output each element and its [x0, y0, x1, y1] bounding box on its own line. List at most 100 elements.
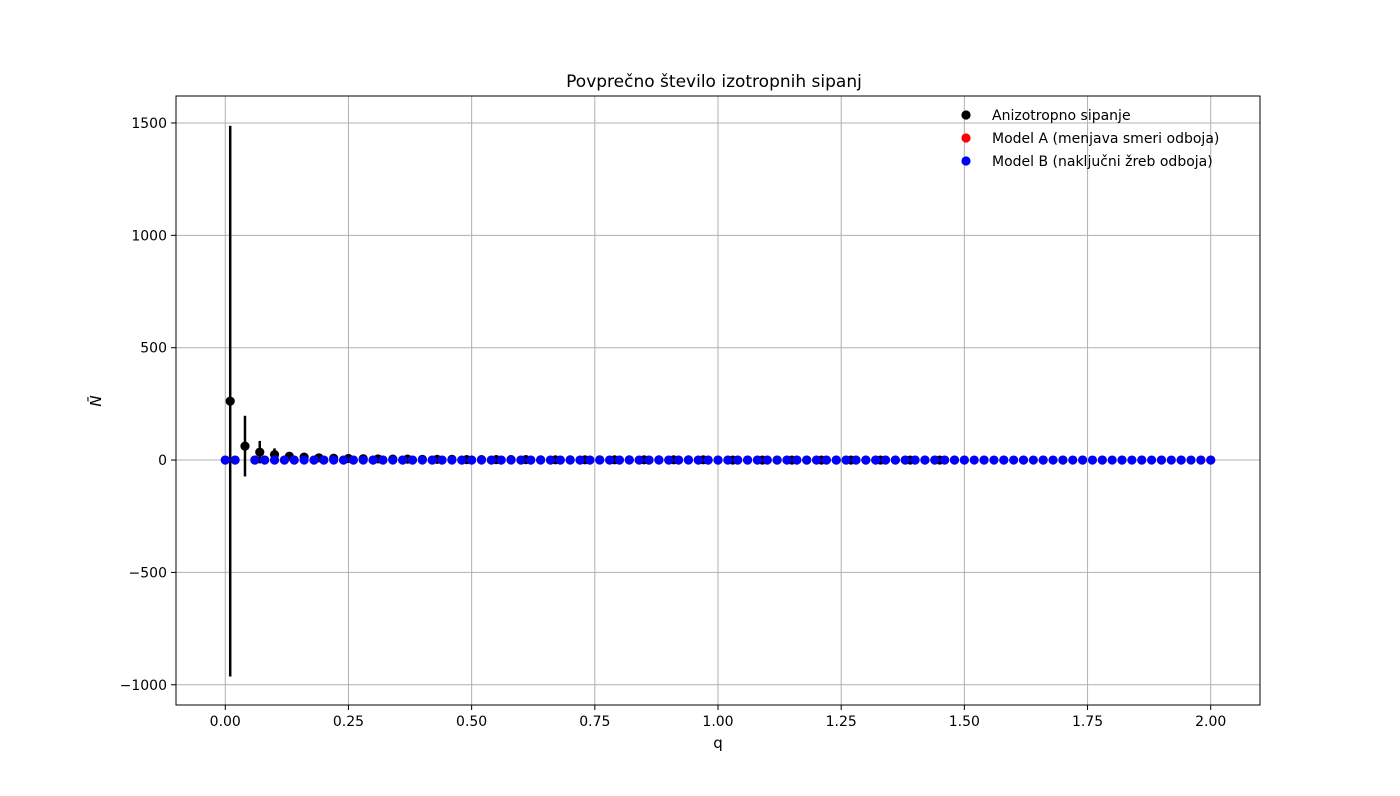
- model-b-point: [664, 455, 674, 465]
- y-tick-label: 1500: [131, 116, 167, 132]
- model-b-point: [289, 455, 299, 465]
- model-b-point: [1166, 455, 1176, 465]
- model-b-point: [486, 455, 496, 465]
- y-tick-label: 1000: [131, 228, 167, 244]
- anizotropno-point: [240, 441, 250, 451]
- model-b-point: [683, 455, 694, 465]
- model-b-point: [644, 455, 654, 465]
- model-b-point: [1176, 455, 1186, 465]
- model-b-point: [673, 455, 684, 465]
- model-b-point: [1087, 455, 1098, 465]
- x-tick-label: 1.00: [702, 714, 733, 730]
- y-tick-label: 500: [140, 341, 167, 357]
- anizotropno-point: [225, 396, 235, 406]
- model-b-point: [861, 455, 871, 465]
- model-b-point: [1107, 455, 1117, 465]
- model-b-point: [930, 455, 940, 465]
- model-b-point: [585, 455, 595, 465]
- anizotropno-point: [255, 447, 265, 457]
- data-layer: [220, 125, 1216, 677]
- model-b-point: [1078, 455, 1088, 465]
- model-b-point: [1058, 455, 1068, 465]
- model-b-point: [1156, 455, 1167, 465]
- y-tick-label: 0: [158, 453, 167, 469]
- model-b-point: [565, 455, 575, 465]
- model-b-point: [703, 455, 713, 465]
- model-b-point: [979, 455, 989, 465]
- model-b-point: [605, 455, 615, 465]
- model-b-point: [595, 455, 605, 465]
- model-b-point: [338, 455, 349, 465]
- tick-layer: 0.00 0.25 0.50 0.75 1.00 1.25 1.50 1.75 2.00 −100…: [120, 116, 1227, 730]
- y-tick-label: −500: [129, 565, 167, 581]
- model-b-point: [802, 455, 812, 465]
- model-b-point: [1127, 455, 1137, 465]
- model-b-point: [1196, 455, 1206, 465]
- model-b-point: [1038, 455, 1048, 465]
- model-b-point: [624, 455, 634, 465]
- model-b-point: [575, 455, 585, 465]
- model-b-point: [762, 455, 772, 465]
- model-b-point: [880, 455, 891, 465]
- x-tick-label: 1.25: [826, 714, 857, 730]
- model-b-point: [1018, 455, 1029, 465]
- model-b-point: [871, 455, 881, 465]
- model-b-point: [693, 455, 703, 465]
- model-b-point: [1048, 455, 1058, 465]
- model-b-point: [890, 455, 900, 465]
- model-b-point: [1186, 455, 1196, 465]
- model-b-point: [1206, 455, 1216, 465]
- model-b-point: [279, 455, 289, 465]
- model-b-point: [1147, 455, 1157, 465]
- model-b-point: [388, 455, 398, 465]
- model-b-point: [437, 455, 447, 465]
- x-tick-label: 0.50: [456, 714, 487, 730]
- model-b-point: [792, 455, 802, 465]
- model-b-point: [496, 455, 506, 465]
- x-tick-label: 0.25: [333, 714, 364, 730]
- model-b-point: [1137, 455, 1147, 465]
- model-b-point: [782, 455, 792, 465]
- model-b-point: [506, 455, 516, 465]
- model-b-point: [230, 455, 240, 465]
- model-b-point: [545, 455, 556, 465]
- model-b-point: [319, 455, 329, 465]
- model-b-point: [959, 455, 969, 465]
- model-b-point: [1117, 455, 1127, 465]
- model-b-point: [250, 455, 260, 465]
- model-b-point: [378, 455, 388, 465]
- model-b-point: [949, 455, 960, 465]
- model-b-point: [713, 455, 723, 465]
- model-b-point: [910, 455, 920, 465]
- model-b-point: [969, 455, 979, 465]
- model-b-point: [407, 455, 418, 465]
- legend-entry-anizotropno-label: Anizotropno sipanje: [992, 108, 1131, 124]
- model-b-point: [476, 455, 487, 465]
- legend-entry-anizotropno-marker: [961, 110, 971, 120]
- x-axis-label: q: [713, 734, 723, 752]
- model-b-point: [417, 455, 427, 465]
- model-b-point: [940, 455, 950, 465]
- model-b-point: [851, 455, 861, 465]
- model-b-point: [1009, 455, 1019, 465]
- model-b-point: [398, 455, 408, 465]
- model-b-point: [1028, 455, 1038, 465]
- model-b-point: [555, 455, 565, 465]
- model-b-point: [447, 455, 457, 465]
- model-b-point: [427, 455, 437, 465]
- model-b-point: [831, 455, 841, 465]
- model-b-point: [526, 455, 536, 465]
- legend-entry-model-a-label: Model A (menjava smeri odboja): [992, 131, 1219, 147]
- model-b-point: [348, 455, 358, 465]
- model-b-point: [536, 455, 546, 465]
- model-b-point: [811, 455, 822, 465]
- model-b-point: [742, 455, 753, 465]
- model-b-point: [368, 455, 378, 465]
- model-b-point: [220, 455, 230, 465]
- model-b-point: [329, 455, 339, 465]
- model-b-point: [920, 455, 930, 465]
- model-b-point: [723, 455, 733, 465]
- model-b-point: [821, 455, 832, 465]
